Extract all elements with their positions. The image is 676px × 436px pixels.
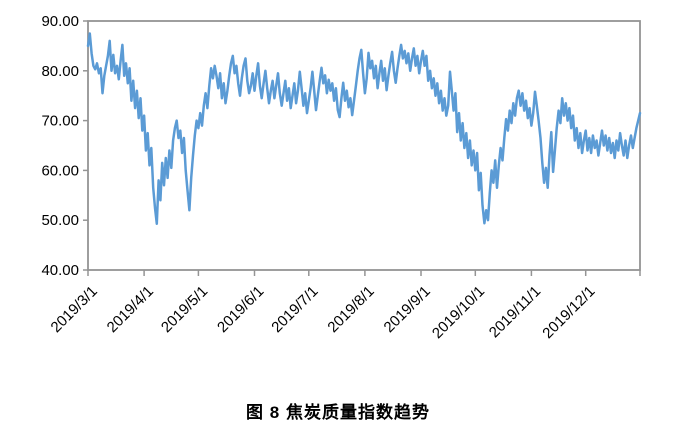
plot-border bbox=[87, 20, 641, 271]
x-axis-tick-label: 2019/10/1 bbox=[429, 283, 488, 342]
y-axis-tick-label: 60.00 bbox=[41, 162, 79, 179]
y-axis-tick-label: 70.00 bbox=[41, 113, 79, 130]
x-axis-tick-label: 2019/3/1 bbox=[48, 283, 101, 336]
x-axis-tick-label: 2019/7/1 bbox=[268, 283, 321, 336]
y-axis-tick-label: 80.00 bbox=[41, 63, 79, 80]
x-axis-tick-label: 2019/6/1 bbox=[214, 283, 267, 336]
x-axis-tick-label: 2019/4/1 bbox=[104, 283, 157, 336]
y-axis-tick-label: 50.00 bbox=[41, 212, 79, 229]
trend-line bbox=[86, 32, 642, 225]
y-axis-tick-label: 90.00 bbox=[41, 13, 79, 30]
x-axis-tick-label: 2019/5/1 bbox=[158, 283, 211, 336]
figure-caption: 图 8 焦炭质量指数趋势 bbox=[246, 403, 430, 422]
x-axis-tick-label: 2019/9/1 bbox=[381, 283, 434, 336]
x-axis-tick-label: 2019/11/1 bbox=[486, 283, 544, 341]
x-axis-tick-label: 2019/8/1 bbox=[324, 283, 377, 336]
x-axis-tick-label: 2019/12/1 bbox=[539, 283, 598, 342]
y-axis-tick-label: 40.00 bbox=[41, 262, 79, 279]
